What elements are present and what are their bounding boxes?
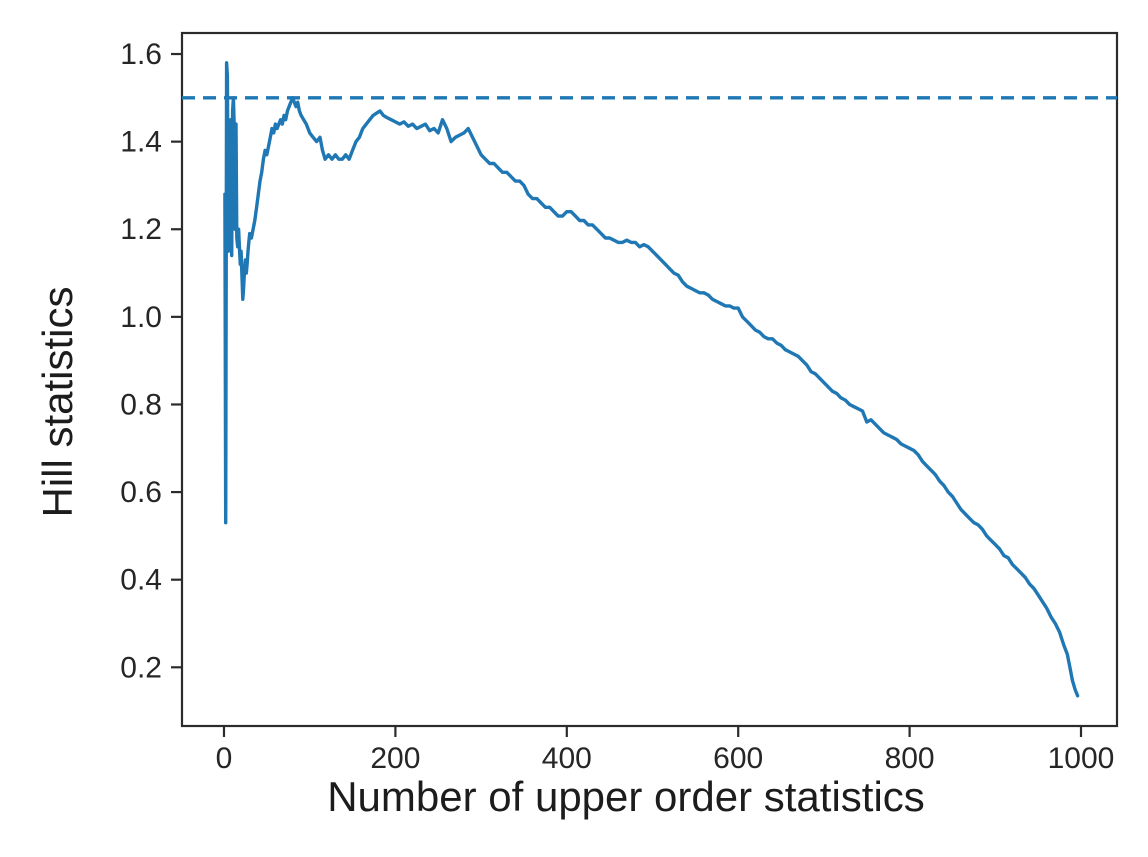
x-axis-label: Number of upper order statistics <box>327 773 925 820</box>
plot-frame <box>180 31 1119 728</box>
x-tick-label: 0 <box>216 742 233 775</box>
x-tick-label: 1000 <box>1048 742 1115 775</box>
x-tick-label: 200 <box>370 742 420 775</box>
y-tick-label: 1.2 <box>120 213 162 246</box>
hill-statistic-line <box>223 61 1080 698</box>
y-axis-label: Hill statistics <box>34 286 81 518</box>
x-tick-label: 400 <box>542 742 592 775</box>
y-tick-label: 1.0 <box>120 301 162 334</box>
y-tick-label: 1.4 <box>120 126 162 159</box>
y-tick-label: 0.4 <box>120 564 162 597</box>
x-tick-label: 600 <box>713 742 763 775</box>
y-tick-label: 0.6 <box>120 476 162 509</box>
y-tick-label: 1.6 <box>120 38 162 71</box>
y-tick-label: 0.8 <box>120 388 162 421</box>
x-tick-label: 800 <box>885 742 935 775</box>
y-tick-label: 0.2 <box>120 651 162 684</box>
